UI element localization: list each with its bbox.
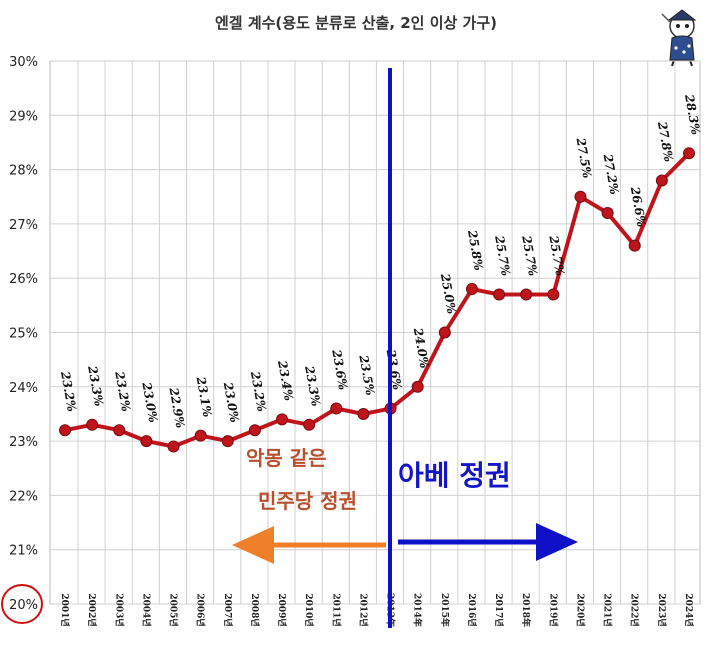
data-point [86,418,99,431]
data-point [520,288,533,301]
data-label: 26.6% [628,185,649,228]
y-tick-label: 21% [9,544,38,559]
data-point [194,429,207,442]
data-label: 25.8% [465,228,486,271]
x-tick-label: 2010년 [303,593,315,626]
x-tick-label: 2024년 [683,593,695,626]
grid-lines [50,60,700,605]
data-point [357,407,370,420]
data-label: 27.5% [573,136,594,179]
highlight-circle [1,584,43,624]
series-line [64,151,691,449]
x-tick-label: 2009년 [276,593,288,626]
x-tick-label: 2001년 [59,593,71,626]
data-label: 23.2% [58,369,79,412]
data-label: 25.7% [492,234,513,277]
data-point [303,418,316,431]
data-point [276,413,289,426]
data-point [59,424,71,437]
data-point [601,207,614,220]
x-tick-label: 2004년 [140,593,152,626]
x-tick-label: 2011년 [330,593,342,626]
y-tick-label: 26% [9,272,38,287]
left-arrow-head [232,526,274,564]
y-tick-label: 25% [9,327,38,342]
y-axis-ticks: 20% 21% 22% 23% 24% 25% 26% 27% 28% 29% 30% [9,55,38,613]
annotation-left-line2: 민주당 정권 [258,489,357,513]
x-tick-label: 2002년 [86,593,98,626]
data-label: 23.4% [275,358,296,401]
x-tick-label: 2006년 [195,593,207,626]
right-arrow-head [536,523,578,561]
data-label: 23.5% [356,353,377,396]
annotation-left-line1: 악몽 같은 [246,446,327,470]
annotation-right: 아베 정권 [398,459,511,492]
data-point [140,435,153,448]
data-label: 23.2% [248,369,269,412]
x-tick-label: 2015年 [439,593,451,627]
data-point [493,288,506,301]
x-tick-label: 2016년 [466,593,478,626]
data-label: 23.2% [112,369,133,412]
y-tick-label: 27% [9,218,38,233]
data-point [411,380,424,393]
series-line-layer [59,147,695,453]
x-tick-label: 2023년 [656,593,668,626]
chart-title: 엔겔 계수(용도 분류로 산출, 2인 이상 가구) [215,14,497,32]
data-point [330,402,343,415]
data-label: 22.9% [166,386,187,429]
data-point [547,288,560,301]
y-tick-label: 20% [9,598,38,613]
data-point [628,239,641,252]
x-tick-label: 2021년 [602,593,614,626]
y-tick-label: 22% [9,489,38,504]
cartoon-mascot-icon [661,9,697,67]
data-label: 23.6% [383,348,404,391]
x-tick-label: 2018年 [520,593,532,627]
y-tick-label: 23% [9,435,38,450]
data-label: 23.3% [85,364,106,407]
y-tick-label: 30% [9,55,38,70]
x-tick-label: 2019년 [547,593,559,626]
data-point [113,424,126,437]
data-label: 25.7% [546,234,567,277]
x-tick-label: 2022년 [629,593,641,626]
data-point [655,174,668,187]
y-tick-label: 28% [9,164,38,179]
y-tick-label: 24% [9,381,38,396]
data-point [167,440,180,453]
x-tick-label: 2008년 [249,593,261,626]
x-axis-ticks: 2001년 2002년 2003년 2004년 2005년 2006년 2007년 2008년… [59,593,695,627]
y-tick-label: 29% [9,109,38,124]
data-labels: 23.2% 23.3% 23.2% 23.0% 22.9% 23.1% 23.0% 23.2%… [58,92,703,429]
x-tick-label: 2007년 [222,593,234,626]
x-tick-label: 2003년 [113,593,125,626]
data-point [438,326,451,339]
data-point [465,283,478,296]
data-label: 27.8% [655,120,676,163]
x-tick-label: 2005년 [168,593,180,626]
x-tick-label: 2017년 [493,593,505,626]
data-label: 27.2% [600,152,621,195]
data-point [683,147,695,160]
x-tick-label: 2014年 [412,593,424,627]
data-point [574,190,587,203]
data-label: 23.6% [329,348,350,391]
data-label: 23.1% [194,375,215,418]
data-label: 25.7% [519,234,540,277]
data-point [221,435,234,448]
x-tick-label: 2012년 [357,593,369,626]
x-tick-label: 2020년 [574,593,586,626]
data-point [248,424,261,437]
data-label: 23.3% [302,364,323,407]
